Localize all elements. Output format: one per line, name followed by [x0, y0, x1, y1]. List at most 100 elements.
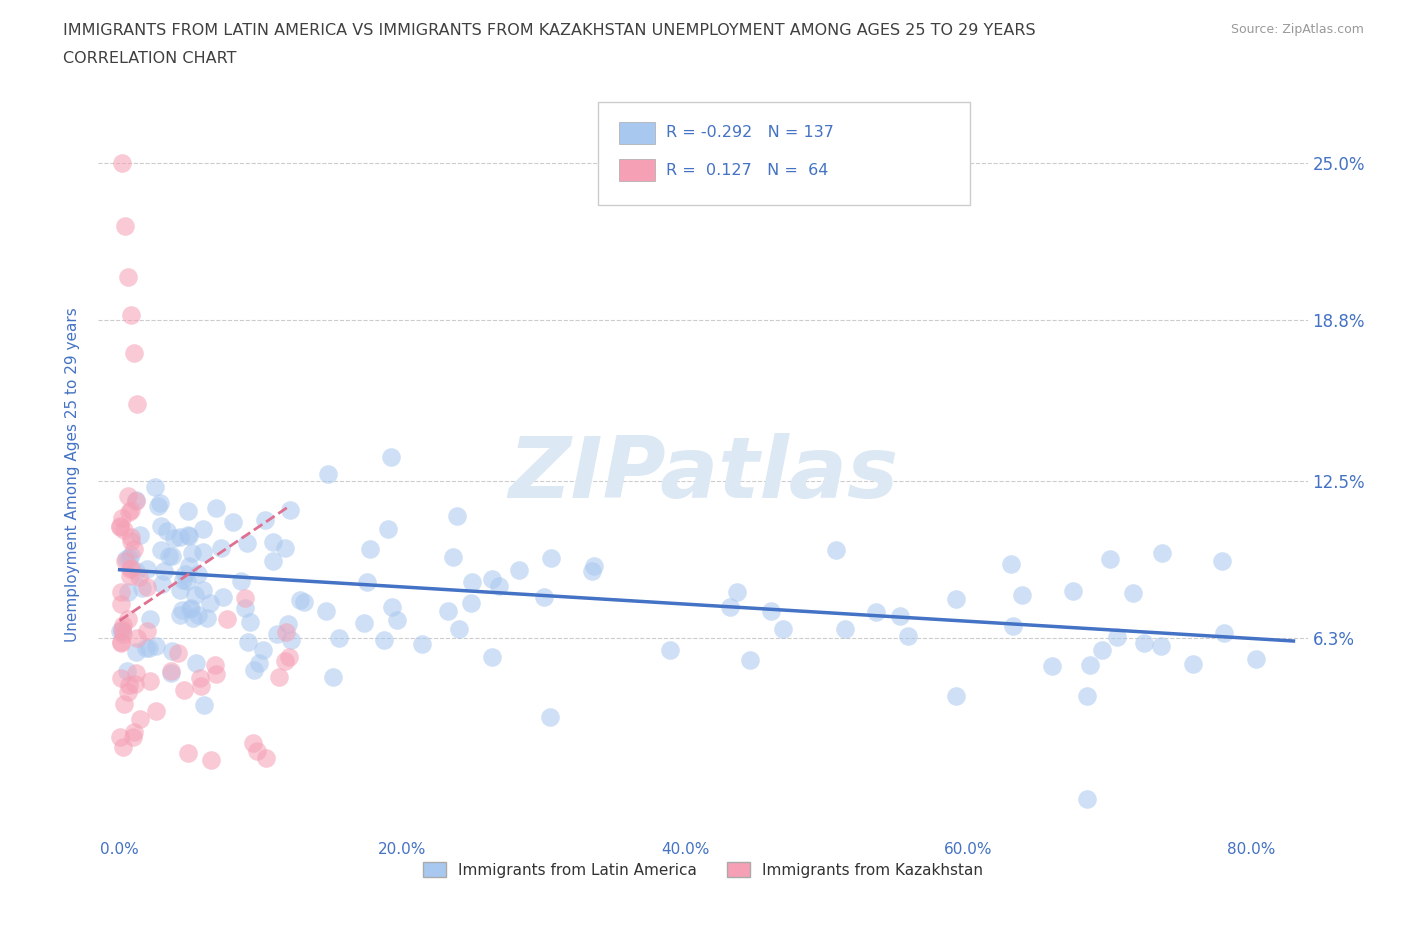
Point — [217, 611, 239, 626]
Point — [129, 527, 152, 542]
Point — [135, 561, 157, 576]
Point — [145, 638, 167, 653]
Point — [124, 564, 146, 578]
Point — [112, 697, 135, 711]
Point — [1000, 556, 1022, 571]
Point — [897, 629, 920, 644]
Point — [1213, 625, 1236, 640]
Point — [125, 397, 148, 412]
Text: Source: ZipAtlas.com: Source: ZipAtlas.com — [1230, 23, 1364, 36]
Point — [128, 569, 150, 584]
Point — [117, 585, 139, 600]
Point — [184, 588, 207, 603]
Point — [212, 590, 235, 604]
Point — [110, 585, 132, 600]
Point — [125, 493, 148, 508]
Point — [315, 604, 337, 618]
Point — [460, 595, 482, 610]
Point — [150, 542, 173, 557]
Point — [128, 711, 150, 726]
Point — [111, 624, 134, 639]
Point — [538, 710, 561, 724]
Point — [110, 636, 132, 651]
Text: CORRELATION CHART: CORRELATION CHART — [63, 51, 236, 66]
Point — [117, 270, 139, 285]
Point — [120, 308, 142, 323]
Point — [162, 644, 184, 658]
Point — [316, 467, 339, 482]
Point — [176, 574, 198, 589]
Point — [238, 635, 260, 650]
Point — [447, 621, 470, 636]
Point — [204, 658, 226, 672]
Point — [1150, 638, 1173, 653]
Point — [262, 553, 284, 568]
Point — [441, 550, 464, 565]
Point — [181, 546, 204, 561]
Point — [359, 541, 381, 556]
Point — [111, 155, 134, 170]
Point — [179, 559, 201, 574]
Point — [834, 621, 856, 636]
Point — [167, 645, 190, 660]
Point — [173, 683, 195, 698]
Point — [110, 634, 132, 649]
Point — [204, 500, 226, 515]
Point — [740, 652, 762, 667]
Point — [135, 641, 157, 656]
Point — [1244, 652, 1267, 667]
Point — [1076, 688, 1098, 703]
Point — [125, 493, 148, 508]
Point — [193, 582, 215, 597]
Point — [111, 622, 134, 637]
Point — [380, 599, 402, 614]
Point — [328, 631, 350, 645]
Point — [111, 627, 134, 642]
Point — [111, 618, 134, 632]
Point — [118, 678, 141, 693]
Point — [125, 666, 148, 681]
Point — [193, 544, 215, 559]
Point — [1132, 636, 1154, 651]
Text: R = -0.292   N = 137: R = -0.292 N = 137 — [666, 126, 834, 140]
Point — [169, 607, 191, 622]
Point — [187, 607, 209, 622]
Point — [156, 524, 179, 538]
Point — [1062, 584, 1084, 599]
Point — [725, 585, 748, 600]
Point — [1211, 554, 1233, 569]
Point — [117, 551, 139, 565]
Point — [110, 519, 132, 534]
Point — [177, 746, 200, 761]
Point — [118, 562, 141, 577]
Point — [117, 611, 139, 626]
Point — [145, 703, 167, 718]
Point — [184, 656, 207, 671]
Point — [1098, 551, 1121, 566]
Point — [193, 521, 215, 536]
Point — [111, 511, 134, 525]
Point — [460, 575, 482, 590]
Point — [174, 566, 197, 581]
Point — [139, 611, 162, 626]
Point — [1105, 630, 1128, 644]
Point — [1182, 657, 1205, 671]
Text: R =  0.127   N =  64: R = 0.127 N = 64 — [666, 163, 828, 178]
Point — [110, 671, 132, 685]
Point — [865, 604, 887, 619]
Point — [1011, 587, 1033, 602]
Point — [322, 670, 344, 684]
Legend: Immigrants from Latin America, Immigrants from Kazakhstan: Immigrants from Latin America, Immigrant… — [416, 856, 990, 884]
Point — [179, 528, 201, 543]
Point — [222, 514, 245, 529]
Point — [138, 640, 160, 655]
Point — [581, 564, 603, 578]
Point — [125, 645, 148, 660]
Point — [195, 610, 218, 625]
Point — [1152, 546, 1174, 561]
Point — [233, 601, 256, 616]
Point — [169, 583, 191, 598]
Point — [252, 643, 274, 658]
Text: IMMIGRANTS FROM LATIN AMERICA VS IMMIGRANTS FROM KAZAKHSTAN UNEMPLOYMENT AMONG A: IMMIGRANTS FROM LATIN AMERICA VS IMMIGRA… — [63, 23, 1036, 38]
Point — [280, 632, 302, 647]
